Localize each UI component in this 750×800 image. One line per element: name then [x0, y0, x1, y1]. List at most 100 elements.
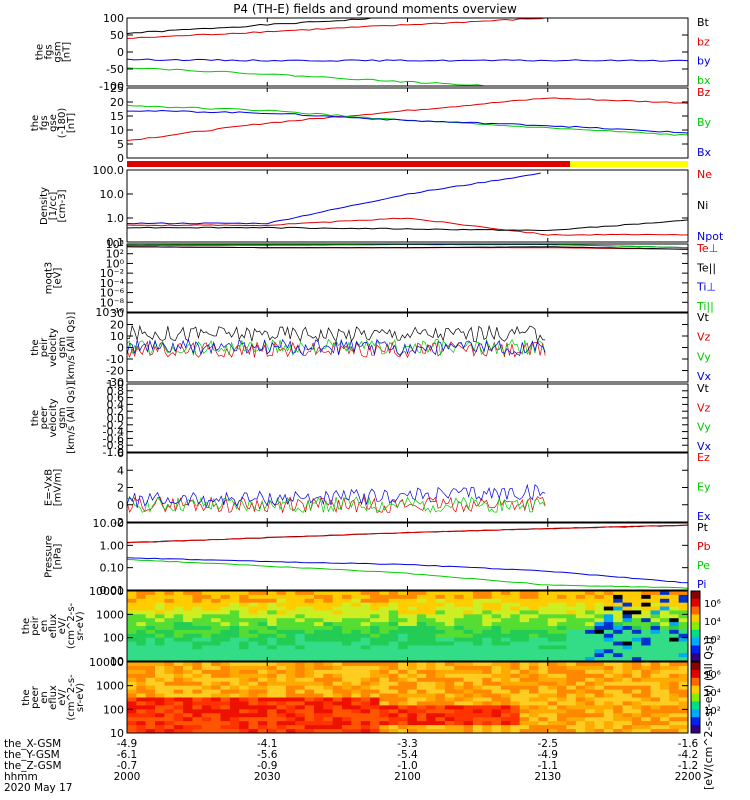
heatmap-cell [622, 641, 633, 646]
heatmap-cell [463, 598, 474, 604]
heatmap-cell [314, 685, 324, 691]
heatmap-cell [285, 618, 296, 623]
heatmap-cell [547, 701, 558, 706]
heatmap-cell [659, 594, 670, 600]
heatmap-cell [622, 626, 633, 631]
heatmap-cell [295, 657, 306, 661]
heatmap-cell [229, 665, 240, 671]
heatmap-cell [613, 618, 624, 623]
heatmap-cell [127, 645, 137, 650]
heatmap-cell [145, 662, 156, 667]
heatmap-cell [416, 709, 427, 714]
heatmap-cell [594, 669, 605, 675]
heatmap-cell [557, 713, 567, 718]
heatmap-cell [416, 614, 427, 619]
heatmap-cell [332, 598, 343, 604]
heatmap-cell [285, 594, 296, 600]
heatmap-cell [650, 626, 661, 631]
heatmap-cell [192, 598, 203, 604]
heatmap-cell [650, 614, 661, 619]
y-tick-label: 100 [103, 703, 124, 716]
heatmap-cell [164, 689, 175, 695]
heatmap-cell [388, 677, 399, 683]
heatmap-cell [585, 610, 595, 615]
heatmap-cell [575, 729, 586, 733]
heatmap-cell [276, 606, 287, 611]
y-tick-label: 15 [110, 110, 124, 123]
heatmap-cell [155, 614, 165, 619]
heatmap-cell [192, 713, 203, 718]
heatmap-cell [444, 629, 455, 635]
heatmap-cell [155, 649, 165, 654]
heatmap-cell [220, 594, 231, 600]
heatmap-cell [388, 594, 399, 600]
heatmap-cell [211, 649, 221, 654]
heatmap-cell [650, 622, 661, 627]
heatmap-cell [557, 641, 567, 646]
heatmap-cell [276, 622, 287, 627]
heatmap-cell [155, 653, 165, 658]
heatmap-cell [360, 677, 371, 683]
heatmap-cell [519, 673, 530, 679]
panel-frame-temperature [126, 243, 689, 313]
heatmap-cell [379, 705, 390, 710]
heatmap-cell [659, 610, 670, 615]
heatmap-cell [641, 618, 652, 623]
heatmap-cell [220, 689, 231, 695]
heatmap-cell [183, 697, 193, 702]
y-axis-label: the [21, 618, 32, 634]
heatmap-cell [351, 701, 362, 706]
heatmap-cell [603, 717, 614, 722]
heatmap-cell [257, 594, 268, 600]
heatmap-cell [351, 629, 362, 635]
heatmap-cell [538, 685, 549, 691]
heatmap-cell [585, 721, 595, 726]
heatmap-cell [229, 685, 240, 691]
heatmap-cell [145, 618, 156, 623]
heatmap-cell [631, 689, 642, 695]
heatmap-cell [183, 610, 193, 615]
heatmap-cell [678, 622, 688, 627]
heatmap-cell [379, 665, 390, 671]
heatmap-cell [575, 709, 586, 714]
heatmap-cell [267, 598, 278, 604]
heatmap-cell [267, 677, 278, 683]
heatmap-cell [566, 709, 577, 714]
heatmap-cell [585, 697, 595, 702]
heatmap-cell [201, 594, 212, 600]
heatmap-cell [398, 629, 408, 635]
heatmap-cell [650, 610, 661, 615]
heatmap-cell [314, 725, 324, 730]
heatmap-cell [407, 626, 418, 631]
heatmap-cell [659, 645, 670, 650]
heatmap-cell [613, 633, 624, 639]
heatmap-cell [678, 598, 688, 604]
heatmap-cell [304, 701, 315, 706]
heatmap-cell [388, 626, 399, 631]
heatmap-cell [342, 662, 352, 667]
heatmap-cell [472, 618, 483, 623]
heatmap-cell [398, 721, 408, 726]
heatmap-cell [155, 673, 165, 679]
heatmap-cell [454, 598, 465, 604]
heatmap-cell [239, 677, 250, 683]
heatmap-cell [229, 677, 240, 683]
heatmap-cell [650, 606, 661, 611]
heatmap-cell [538, 681, 549, 687]
heatmap-cell [173, 629, 184, 635]
heatmap-cell [304, 669, 315, 675]
heatmap-cell [603, 669, 614, 675]
heatmap-cell [314, 626, 324, 631]
heatmap-cell [295, 701, 306, 706]
heatmap-cell [136, 705, 147, 710]
heatmap-cell [501, 637, 511, 643]
y-tick-label: 0.1 [107, 236, 125, 249]
heatmap-cell [613, 629, 624, 635]
heatmap-cell [285, 717, 296, 722]
heatmap-cell [351, 709, 362, 714]
heatmap-cell [351, 610, 362, 615]
heatmap-cell [229, 622, 240, 627]
heatmap-cell [314, 594, 324, 600]
heatmap-cell [173, 645, 184, 650]
heatmap-cell [407, 697, 418, 702]
